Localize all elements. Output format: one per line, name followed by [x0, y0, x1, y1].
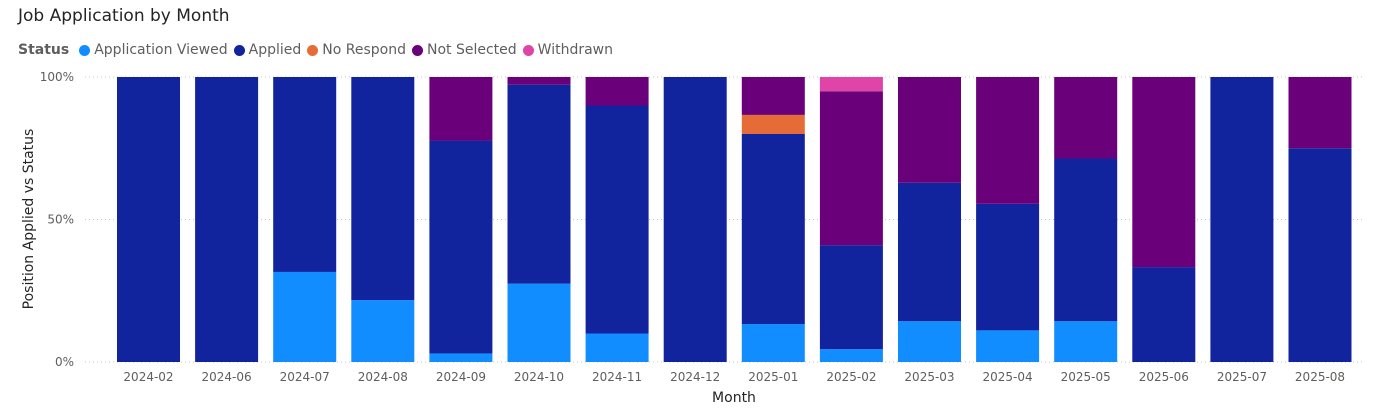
bar-segment-not-selected[interactable]	[585, 77, 649, 106]
bar-segment-not-selected[interactable]	[429, 77, 493, 141]
bar-segment-application-viewed[interactable]	[898, 321, 961, 362]
bar-stack-2025-04[interactable]	[976, 77, 1040, 362]
bar-segment-applied[interactable]	[195, 77, 259, 362]
bar-stack-2025-06[interactable]	[1132, 77, 1196, 362]
bar-stack-2024-12[interactable]	[663, 77, 727, 362]
x-tick-label: 2024-07	[280, 370, 330, 384]
bar-segment-application-viewed[interactable]	[976, 330, 1040, 362]
bar-segment-application-viewed[interactable]	[585, 333, 649, 363]
bar-stack-2024-02[interactable]	[117, 77, 180, 362]
bar-segment-application-viewed[interactable]	[351, 300, 415, 362]
bar-segment-not-selected[interactable]	[819, 91, 883, 246]
bar-segment-applied[interactable]	[741, 134, 805, 325]
bar-stack-2025-08[interactable]	[1288, 77, 1352, 362]
y-tick-label: 50%	[47, 213, 74, 227]
bar-stack-2024-07[interactable]	[273, 77, 337, 362]
legend-label-withdrawn: Withdrawn	[537, 42, 613, 58]
bar-segment-applied[interactable]	[507, 84, 571, 284]
legend-item-application-viewed[interactable]: Application Viewed	[79, 42, 228, 58]
bar-segment-application-viewed[interactable]	[273, 271, 337, 362]
legend-dot-not-selected	[411, 44, 423, 56]
legend-item-not-selected[interactable]: Not Selected	[411, 42, 517, 58]
bar-segment-application-viewed[interactable]	[741, 324, 805, 362]
bar-stack-2024-10[interactable]	[507, 77, 571, 362]
bar-segment-not-selected[interactable]	[507, 77, 571, 85]
bar-segment-application-viewed[interactable]	[1054, 321, 1118, 362]
bar-segment-application-viewed[interactable]	[507, 283, 571, 362]
x-tick-label: 2025-08	[1295, 370, 1345, 384]
bar-segment-applied[interactable]	[429, 140, 493, 354]
x-tick-label: 2025-01	[748, 370, 798, 384]
legend: Status Application Viewed Applied No Res…	[18, 41, 619, 59]
bar-segment-not-selected[interactable]	[898, 77, 961, 183]
legend-title: Status	[18, 42, 70, 58]
bar-stack-2024-08[interactable]	[351, 77, 415, 362]
x-tick-label: 2024-11	[592, 370, 642, 384]
bar-stack-2024-09[interactable]	[429, 77, 493, 362]
x-tick-label: 2024-08	[358, 370, 408, 384]
x-tick-label: 2025-07	[1217, 370, 1267, 384]
bar-segment-not-selected[interactable]	[976, 77, 1040, 204]
bar-segment-applied[interactable]	[585, 105, 649, 334]
bar-segment-not-selected[interactable]	[1054, 77, 1118, 159]
legend-item-withdrawn[interactable]: Withdrawn	[522, 42, 613, 58]
legend-dot-no-respond	[307, 44, 319, 56]
x-axis: 2024-02 2024-06 2024-07 2024-08 2024-09 2024-…	[123, 370, 1345, 384]
legend-dot-applied	[233, 44, 245, 56]
x-tick-label: 2025-03	[904, 370, 954, 384]
legend-dot-withdrawn	[522, 44, 534, 56]
bar-segment-applied[interactable]	[1132, 267, 1196, 362]
bar-segment-applied[interactable]	[898, 182, 961, 322]
x-tick-label: 2025-05	[1061, 370, 1111, 384]
bar-segment-applied[interactable]	[663, 77, 727, 362]
bar-segment-not-selected[interactable]	[741, 77, 805, 115]
bar-stack-2025-01[interactable]	[741, 77, 805, 362]
x-tick-label: 2024-09	[436, 370, 486, 384]
bar-stack-2025-07[interactable]	[1210, 77, 1274, 362]
bar-segment-applied[interactable]	[1054, 158, 1118, 322]
bar-segment-application-viewed[interactable]	[819, 349, 883, 362]
x-axis-title: Month	[712, 390, 756, 406]
x-tick-label: 2025-06	[1139, 370, 1189, 384]
bar-segment-applied[interactable]	[273, 77, 337, 272]
x-tick-label: 2025-02	[826, 370, 876, 384]
x-tick-label: 2024-06	[202, 370, 252, 384]
bar-segment-applied[interactable]	[351, 77, 415, 301]
y-tick-label: 100%	[40, 70, 74, 84]
bar-stack-2024-11[interactable]	[585, 77, 649, 363]
y-axis-title: Position Applied vs Status	[21, 129, 37, 310]
bar-segment-applied[interactable]	[117, 77, 180, 362]
bars	[117, 77, 1352, 362]
legend-label-not-selected: Not Selected	[426, 42, 517, 58]
bar-segment-withdrawn[interactable]	[819, 77, 883, 92]
bar-segment-no-respond[interactable]	[741, 114, 805, 134]
y-tick-label: 0%	[55, 355, 74, 369]
bar-segment-applied[interactable]	[1288, 148, 1352, 362]
legend-item-applied[interactable]: Applied	[233, 42, 302, 58]
legend-label-applied: Applied	[248, 42, 302, 58]
x-tick-label: 2025-04	[983, 370, 1033, 384]
bar-stack-2025-05[interactable]	[1054, 77, 1118, 362]
bar-stack-2025-02[interactable]	[819, 77, 883, 362]
bar-segment-application-viewed[interactable]	[429, 353, 493, 362]
legend-label-no-respond: No Respond	[322, 42, 406, 58]
bar-segment-applied[interactable]	[819, 245, 883, 350]
bar-stack-2025-03[interactable]	[898, 77, 961, 362]
y-axis: 0% 50% 100%	[40, 70, 74, 369]
bar-stack-2024-06[interactable]	[195, 77, 259, 362]
x-tick-label: 2024-12	[670, 370, 720, 384]
legend-label-application-viewed: Application Viewed	[94, 42, 228, 58]
bar-segment-applied[interactable]	[1210, 77, 1274, 362]
bar-segment-not-selected[interactable]	[1132, 77, 1196, 268]
legend-dot-application-viewed	[79, 44, 91, 56]
legend-item-no-respond[interactable]: No Respond	[307, 42, 406, 58]
chart-title: Job Application by Month	[18, 6, 230, 26]
x-tick-label: 2024-02	[123, 370, 173, 384]
bar-segment-applied[interactable]	[976, 203, 1040, 331]
bar-segment-not-selected[interactable]	[1288, 77, 1352, 149]
x-tick-label: 2024-10	[514, 370, 564, 384]
